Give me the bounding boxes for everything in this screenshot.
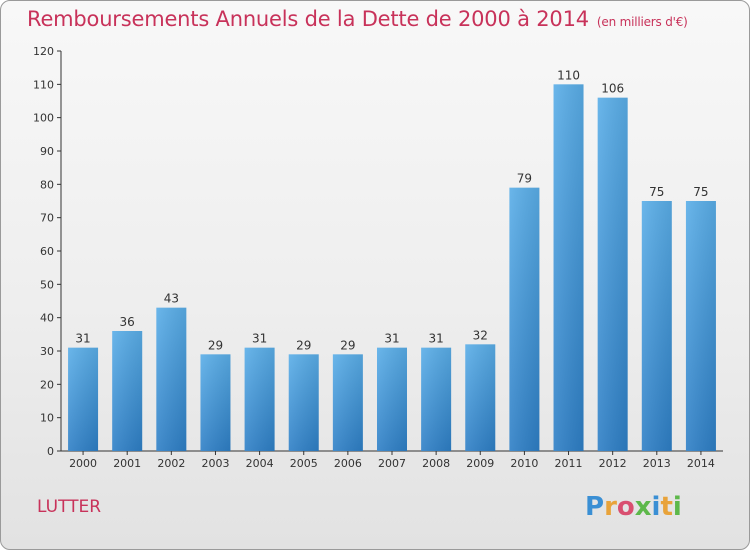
- data-label: 75: [649, 185, 664, 199]
- bar-shade: [288, 354, 319, 451]
- y-tick-label: 20: [40, 378, 54, 391]
- x-tick-label: 2012: [599, 457, 627, 470]
- x-tick-label: 2010: [510, 457, 538, 470]
- bar-shade: [112, 331, 143, 451]
- svg-text:Proxiti: Proxiti: [585, 492, 682, 522]
- x-tick-label: 2003: [201, 457, 229, 470]
- y-tick-label: 40: [40, 312, 54, 325]
- data-label: 29: [340, 338, 355, 352]
- bar-shade: [332, 354, 363, 451]
- bar-shade: [68, 347, 99, 451]
- x-tick-label: 2008: [422, 457, 450, 470]
- bar-shade: [156, 307, 187, 451]
- data-label: 36: [120, 315, 135, 329]
- x-tick-label: 2011: [555, 457, 583, 470]
- x-tick-label: 2004: [246, 457, 274, 470]
- chart-title-text: Remboursements Annuels de la Dette de 20…: [27, 7, 589, 31]
- bar-shade: [465, 344, 496, 451]
- x-tick-label: 2013: [643, 457, 671, 470]
- chart-title: Remboursements Annuels de la Dette de 20…: [27, 7, 688, 31]
- bar-shade: [597, 97, 628, 452]
- y-tick-label: 70: [40, 212, 54, 225]
- bar-shade: [509, 187, 540, 451]
- bar-shade: [244, 347, 275, 451]
- data-label: 29: [296, 338, 311, 352]
- data-label: 31: [75, 332, 90, 346]
- commune-name: LUTTER: [37, 497, 102, 517]
- data-label: 75: [693, 185, 708, 199]
- x-tick-label: 2005: [290, 457, 318, 470]
- y-tick-label: 100: [33, 112, 54, 125]
- x-tick-label: 2001: [113, 457, 141, 470]
- x-tick-label: 2002: [157, 457, 185, 470]
- x-tick-label: 2014: [687, 457, 715, 470]
- x-tick-label: 2000: [69, 457, 97, 470]
- x-tick-label: 2007: [378, 457, 406, 470]
- y-tick-label: 50: [40, 278, 54, 291]
- data-label: 31: [252, 332, 267, 346]
- data-label: 79: [517, 172, 532, 186]
- y-tick-label: 10: [40, 412, 54, 425]
- x-tick-label: 2006: [334, 457, 362, 470]
- bar-shade: [421, 347, 452, 451]
- y-tick-label: 80: [40, 178, 54, 191]
- y-tick-label: 30: [40, 345, 54, 358]
- bar-shade: [641, 201, 672, 451]
- y-tick-label: 90: [40, 145, 54, 158]
- y-tick-label: 60: [40, 245, 54, 258]
- data-label: 43: [164, 292, 179, 306]
- bar-shade: [553, 84, 584, 451]
- x-tick-label: 2009: [466, 457, 494, 470]
- data-label: 110: [557, 68, 580, 82]
- y-tick-label: 110: [33, 78, 54, 91]
- data-label: 32: [473, 328, 488, 342]
- bar-shade: [200, 354, 231, 451]
- y-tick-label: 0: [47, 445, 54, 458]
- bar-shade: [377, 347, 407, 451]
- proxiti-logo: Proxiti: [585, 492, 682, 522]
- data-label: 29: [208, 338, 223, 352]
- data-label: 31: [428, 332, 443, 346]
- bar-shade: [685, 201, 716, 451]
- data-label: 106: [601, 82, 624, 96]
- data-label: 31: [384, 332, 399, 346]
- y-tick-label: 120: [33, 45, 54, 58]
- chart-subtitle: (en milliers d'€): [596, 15, 688, 29]
